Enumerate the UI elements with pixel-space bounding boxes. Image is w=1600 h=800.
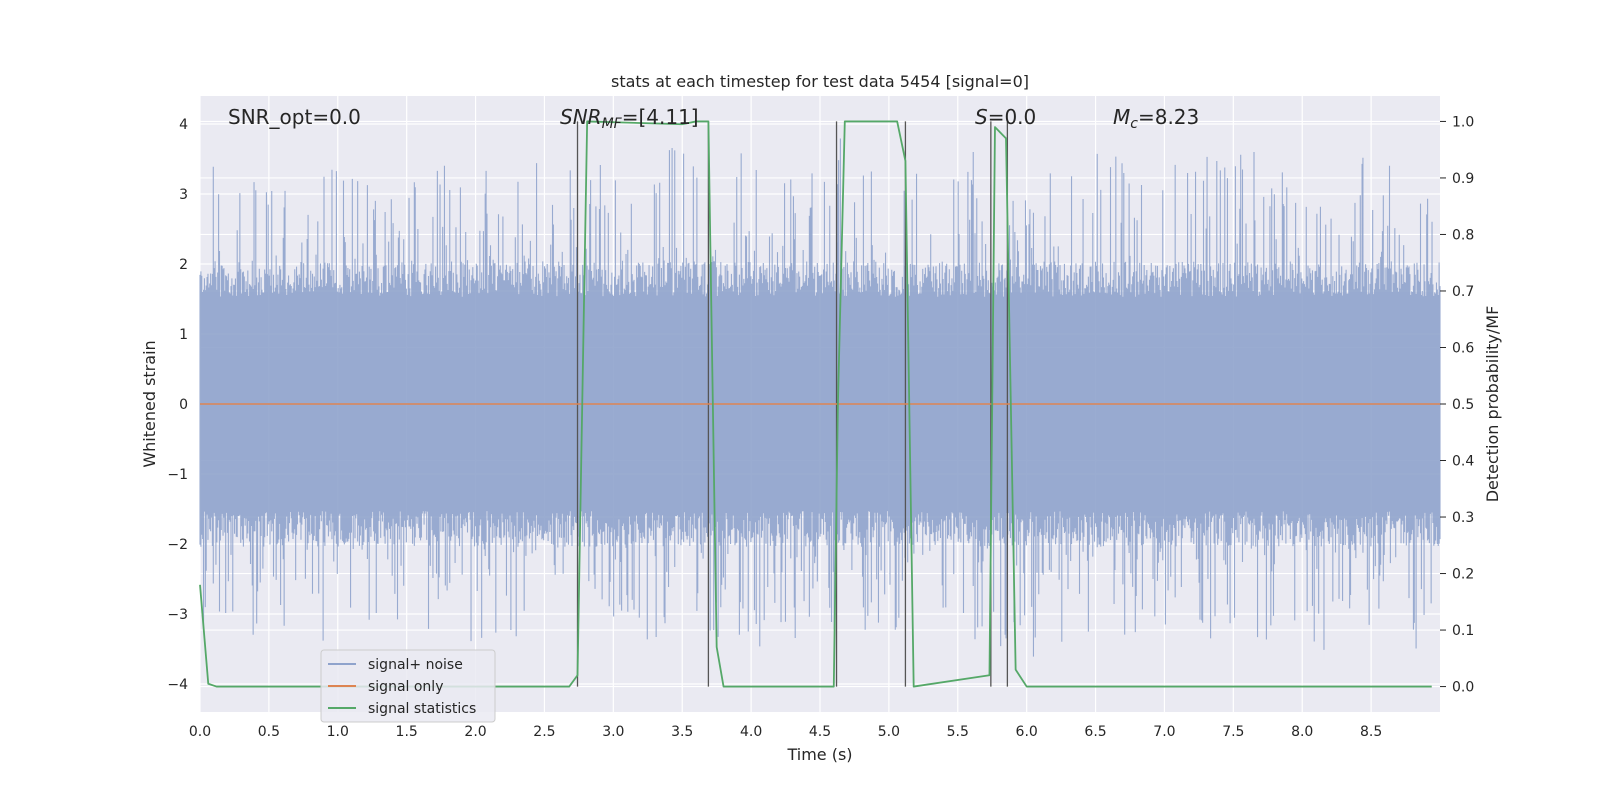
legend-label-signal-noise: signal+ noise	[368, 657, 463, 673]
x-tick-label: 4.5	[809, 724, 831, 740]
y-tick-label: −3	[167, 607, 188, 623]
y2-tick-label: 0.6	[1452, 340, 1474, 356]
annotation-mc: Mc=8.23	[1113, 105, 1199, 132]
x-tick-label: 7.0	[1153, 724, 1175, 740]
y2-tick-label: 0.9	[1452, 171, 1474, 187]
y2-axis-label: Detection probability/MF	[1483, 306, 1502, 503]
x-tick-labels: 0.0 0.5 1.0 1.5 2.0 2.5 3.0 3.5 4.0 4.5 5.0 5.5 6.0 6…	[189, 724, 1382, 740]
y-tick-labels: 4 3 2 1 0 −1 −2 −3 −4	[167, 117, 188, 693]
x-tick-label: 5.0	[878, 724, 900, 740]
x-tick-label: 2.0	[464, 724, 486, 740]
annotation-mc-value: =8.23	[1138, 105, 1199, 129]
x-tick-label: 8.0	[1291, 724, 1313, 740]
x-tick-label: 1.5	[396, 724, 418, 740]
x-tick-label: 4.0	[740, 724, 762, 740]
annotation-snr-mf-value: =[4.11]	[622, 105, 699, 129]
y-tick-label: −1	[167, 467, 188, 483]
x-tick-label: 3.0	[602, 724, 624, 740]
legend-label-signal-statistics: signal statistics	[368, 701, 476, 717]
x-tick-label: 0.0	[189, 724, 211, 740]
y-tick-label: 2	[179, 257, 188, 273]
y-tick-label: 4	[179, 117, 188, 133]
x-tick-label: 2.5	[533, 724, 555, 740]
y2-tick-label: 0.4	[1452, 454, 1474, 470]
annotation-snr-opt: SNR_opt=0.0	[228, 105, 361, 129]
signal-statistics-line	[199, 120, 1432, 688]
x-tick-label: 7.5	[1222, 724, 1244, 740]
legend: signal+ noise signal only signal statist…	[320, 649, 496, 723]
y-axis-label: Whitened strain	[140, 340, 159, 467]
y2-tick-label: 0.1	[1452, 623, 1474, 639]
annotation-s-value: =0.0	[988, 105, 1037, 129]
x-tick-label: 6.5	[1084, 724, 1106, 740]
series-lines	[199, 120, 1440, 688]
y2-tick-label: 0.3	[1452, 510, 1474, 526]
y2-tick-label: 0.2	[1452, 567, 1474, 583]
x-tick-label: 0.5	[258, 724, 280, 740]
x-tick-label: 1.0	[327, 724, 349, 740]
x-tick-label: 5.5	[947, 724, 969, 740]
annotation-snr-mf-subscript: MF	[602, 116, 623, 132]
x-axis-label: Time (s)	[786, 745, 852, 764]
y-tick-label: 0	[179, 397, 188, 413]
x-tick-label: 8.5	[1360, 724, 1382, 740]
chart-title: stats at each timestep for test data 545…	[611, 72, 1029, 91]
y-tick-label: 3	[179, 187, 188, 203]
y2-tick-labels: 1.0 0.9 0.8 0.7 0.6 0.5 0.4 0.3 0.2 0.1 0.0	[1440, 114, 1474, 696]
y-tick-label: −4	[167, 677, 188, 693]
x-tick-label: 6.0	[1016, 724, 1038, 740]
y2-tick-label: 0.7	[1452, 284, 1474, 300]
y2-tick-label: 0.5	[1452, 397, 1474, 413]
x-tick-label: 3.5	[671, 724, 693, 740]
annotation-snr-mf-symbol: SNR	[560, 105, 602, 129]
y2-tick-label: 1.0	[1452, 114, 1474, 130]
legend-label-signal-only: signal only	[368, 679, 443, 695]
annotation-s: S=0.0	[975, 105, 1036, 129]
y2-tick-label: 0.8	[1452, 227, 1474, 243]
y-tick-label: −2	[167, 537, 188, 553]
annotation-s-symbol: S	[975, 105, 988, 129]
legend-box	[320, 649, 496, 723]
annotation-snr-mf: SNRMF=[4.11]	[560, 105, 699, 132]
annotation-mc-subscript: c	[1130, 116, 1138, 132]
annotation-mc-symbol: M	[1113, 105, 1130, 129]
y-tick-label: 1	[179, 327, 188, 343]
y2-tick-label: 0.0	[1452, 680, 1474, 696]
